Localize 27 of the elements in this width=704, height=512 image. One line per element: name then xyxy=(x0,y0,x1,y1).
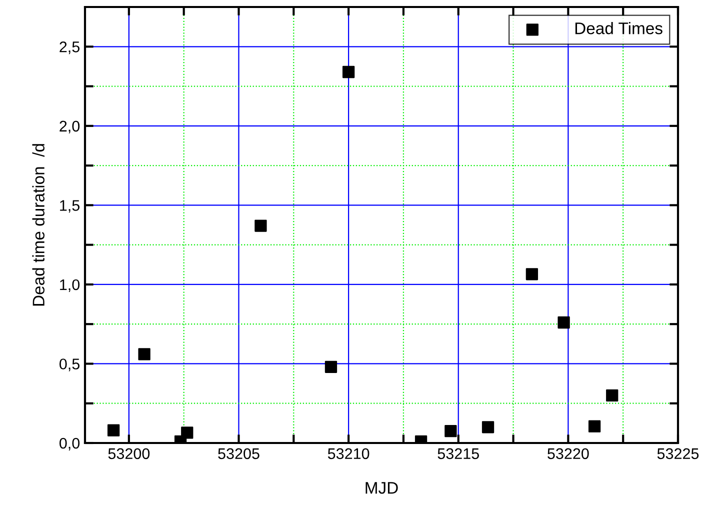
point xyxy=(138,348,150,360)
x-tick-label: 53220 xyxy=(548,448,589,460)
x-tick-label: 53215 xyxy=(438,448,479,460)
y-tick-label: 0,5 xyxy=(60,358,80,372)
point xyxy=(606,389,618,402)
point xyxy=(324,360,338,373)
point xyxy=(342,66,355,78)
y-tick-label: 1,0 xyxy=(60,279,80,292)
point xyxy=(254,220,267,232)
point xyxy=(444,425,457,438)
point xyxy=(482,421,494,434)
x-tick-label: 53200 xyxy=(108,448,150,460)
x-axis-title: MJD xyxy=(366,482,398,494)
y-tick-label: 1,5 xyxy=(60,200,80,213)
point xyxy=(588,420,601,432)
point xyxy=(107,424,120,436)
x-tick-label: 53225 xyxy=(657,448,699,460)
point xyxy=(558,316,570,329)
x-tick-label: 53210 xyxy=(328,448,370,460)
y-tick-label: 2,0 xyxy=(60,120,80,134)
y-tick-label: 2,5 xyxy=(60,42,80,54)
x-tick-label: 53205 xyxy=(218,448,260,460)
point xyxy=(181,426,194,439)
y-tick-label: 0,0 xyxy=(60,438,80,450)
legend-label: Dead Times xyxy=(575,22,662,34)
point xyxy=(526,268,538,280)
y-axis-title: Dead time duration /d xyxy=(32,144,44,306)
